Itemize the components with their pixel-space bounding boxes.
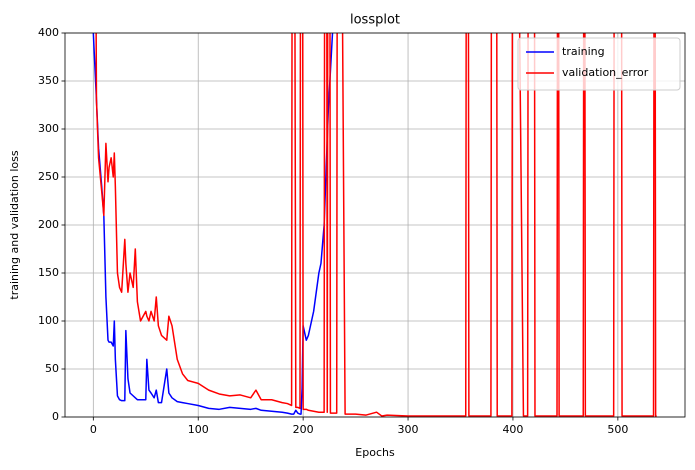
y-tick-label: 100: [38, 314, 59, 327]
y-tick-label: 150: [38, 266, 59, 279]
y-tick-label: 200: [38, 218, 59, 231]
legend-label: training: [562, 45, 605, 58]
y-axis-label: training and validation loss: [8, 150, 21, 299]
x-tick-label: 100: [188, 423, 209, 436]
x-axis-label: Epochs: [355, 446, 395, 459]
y-tick-label: 350: [38, 74, 59, 87]
x-tick-label: 0: [90, 423, 97, 436]
y-tick-label: 400: [38, 26, 59, 39]
legend-label: validation_error: [562, 66, 649, 79]
legend-box: [517, 37, 681, 91]
x-tick-label: 300: [398, 423, 419, 436]
y-tick-label: 0: [52, 410, 59, 423]
grid: [65, 32, 685, 418]
x-tick-label: 500: [607, 423, 628, 436]
x-tick-label: 400: [502, 423, 523, 436]
series-line: [95, 33, 657, 417]
y-tick-label: 300: [38, 122, 59, 135]
x-tick-label: 200: [293, 423, 314, 436]
y-tick-label: 50: [45, 362, 59, 375]
legend: training validation_error: [517, 37, 681, 91]
series-line: [92, 33, 334, 415]
y-tick-label: 250: [38, 170, 59, 183]
chart-title: lossplot: [350, 13, 400, 28]
plot-area: [92, 33, 657, 417]
